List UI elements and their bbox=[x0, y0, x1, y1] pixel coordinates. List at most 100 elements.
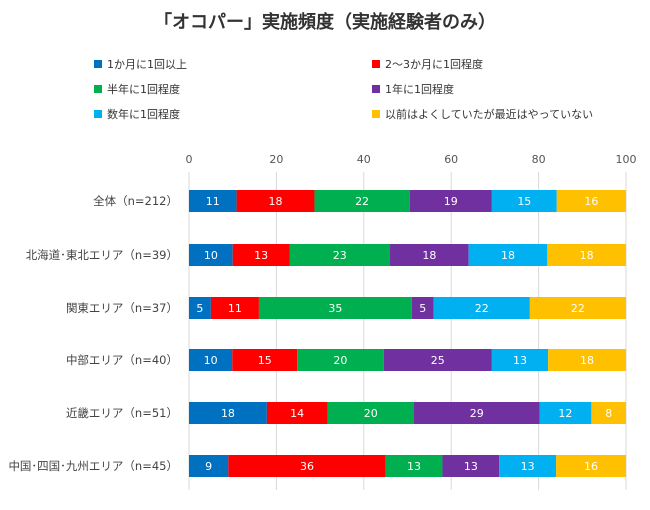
bar-segment bbox=[232, 244, 290, 266]
data-label: 22 bbox=[355, 195, 369, 208]
bar-segment bbox=[189, 402, 267, 424]
data-label: 25 bbox=[431, 354, 445, 367]
category-label: 関東エリア（n=37） bbox=[66, 301, 178, 315]
legend-label: 半年に1回程度 bbox=[107, 83, 180, 96]
bar-segment bbox=[468, 244, 548, 266]
x-tick-label: 100 bbox=[616, 153, 637, 166]
data-label: 13 bbox=[254, 249, 268, 262]
bar-segment bbox=[413, 402, 540, 424]
data-label: 35 bbox=[328, 302, 342, 315]
category-label: 近畿エリア（n=51） bbox=[66, 406, 178, 420]
legend-swatch bbox=[372, 110, 380, 118]
x-tick-label: 20 bbox=[269, 153, 283, 166]
bar-segment bbox=[547, 244, 626, 266]
data-label: 11 bbox=[206, 195, 220, 208]
data-label: 9 bbox=[205, 460, 212, 473]
legend-label: 1年に1回程度 bbox=[385, 83, 454, 96]
legend-item: 1年に1回程度 bbox=[372, 81, 454, 97]
legend-label: 数年に1回程度 bbox=[107, 108, 180, 121]
data-label: 23 bbox=[333, 249, 347, 262]
legend-label: 以前はよくしていたが最近はやっていない bbox=[385, 108, 594, 121]
legend-label: 2～3か月に1回程度 bbox=[385, 58, 483, 71]
bar-segment bbox=[266, 402, 328, 424]
x-tick-label: 80 bbox=[532, 153, 546, 166]
data-label: 22 bbox=[475, 302, 489, 315]
legend-item: 以前はよくしていたが最近はやっていない bbox=[372, 106, 593, 122]
bar-segment bbox=[258, 297, 412, 319]
data-label: 20 bbox=[333, 354, 347, 367]
data-label: 18 bbox=[580, 354, 594, 367]
data-label: 19 bbox=[444, 195, 458, 208]
bar-segment bbox=[556, 190, 626, 212]
legend-swatch bbox=[372, 85, 380, 93]
data-label: 13 bbox=[521, 460, 535, 473]
data-label: 13 bbox=[513, 354, 527, 367]
bar-segment bbox=[539, 402, 592, 424]
bar-segment bbox=[491, 190, 557, 212]
bar-segment bbox=[228, 455, 386, 477]
bar-segment bbox=[189, 455, 229, 477]
data-label: 13 bbox=[464, 460, 478, 473]
bar-segment bbox=[189, 297, 211, 319]
data-label: 11 bbox=[228, 302, 242, 315]
bar-segment bbox=[314, 190, 410, 212]
bar-segment bbox=[297, 349, 384, 371]
legend-swatch bbox=[372, 60, 380, 68]
legend-swatch bbox=[94, 60, 102, 68]
data-label: 29 bbox=[470, 407, 484, 420]
category-label: 全体（n=212） bbox=[93, 194, 178, 208]
bar-segment bbox=[383, 349, 492, 371]
data-label: 18 bbox=[422, 249, 436, 262]
data-label: 15 bbox=[517, 195, 531, 208]
data-label: 12 bbox=[558, 407, 572, 420]
bar-segment bbox=[411, 297, 434, 319]
data-label: 18 bbox=[580, 249, 594, 262]
bar-segment bbox=[327, 402, 414, 424]
bar-segment bbox=[390, 244, 469, 266]
data-label: 16 bbox=[584, 460, 598, 473]
data-label: 10 bbox=[204, 249, 218, 262]
data-label: 13 bbox=[407, 460, 421, 473]
data-label: 18 bbox=[221, 407, 235, 420]
bar-segment bbox=[433, 297, 530, 319]
data-label: 15 bbox=[258, 354, 272, 367]
bar-segment bbox=[491, 349, 549, 371]
legend-item: 1か月に1回以上 bbox=[94, 56, 187, 72]
data-label: 18 bbox=[269, 195, 283, 208]
legend-swatch bbox=[94, 110, 102, 118]
data-label: 8 bbox=[605, 407, 612, 420]
category-label: 中国･四国･九州エリア（n=45） bbox=[8, 459, 178, 473]
x-tick-label: 0 bbox=[186, 153, 193, 166]
data-label: 18 bbox=[501, 249, 515, 262]
bar-segment bbox=[236, 190, 315, 212]
data-label: 14 bbox=[290, 407, 304, 420]
bar-segment bbox=[189, 244, 233, 266]
chart-title: 「オコパー」実施頻度（実施経験者のみ） bbox=[154, 12, 496, 33]
category-label: 中部エリア（n=40） bbox=[66, 353, 178, 367]
bar-segment bbox=[499, 455, 557, 477]
bar-segment bbox=[189, 190, 237, 212]
category-label: 北海道･東北エリア（n=39） bbox=[26, 248, 178, 262]
bar-segment bbox=[232, 349, 298, 371]
legend-swatch bbox=[94, 85, 102, 93]
data-label: 20 bbox=[364, 407, 378, 420]
data-label: 22 bbox=[571, 302, 585, 315]
bar-segment bbox=[529, 297, 626, 319]
data-label: 5 bbox=[419, 302, 426, 315]
legend-label: 1か月に1回以上 bbox=[107, 58, 187, 71]
legend-item: 2～3か月に1回程度 bbox=[372, 56, 483, 72]
bar-segment bbox=[210, 297, 259, 319]
bar-segment bbox=[189, 349, 233, 371]
data-label: 10 bbox=[204, 354, 218, 367]
bar-segment bbox=[289, 244, 391, 266]
x-tick-label: 60 bbox=[444, 153, 458, 166]
legend-item: 半年に1回程度 bbox=[94, 81, 180, 97]
legend-item: 数年に1回程度 bbox=[94, 106, 180, 122]
data-label: 36 bbox=[300, 460, 314, 473]
bar-segment bbox=[385, 455, 443, 477]
bar-segment bbox=[591, 402, 626, 424]
bar-segment bbox=[442, 455, 500, 477]
data-label: 16 bbox=[584, 195, 598, 208]
